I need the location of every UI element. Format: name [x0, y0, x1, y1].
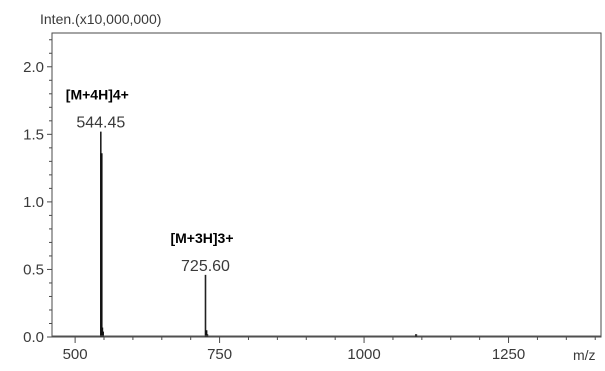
plot-frame	[51, 32, 602, 338]
ion-label: [M+4H]4+	[66, 87, 129, 103]
peak-mz-label: 544.45	[76, 115, 125, 132]
peak-label-group: [M+4H]4+ 544.45 [M+3H]3+ 725.60	[66, 87, 234, 275]
x-axis-unit-label: m/z	[573, 347, 596, 363]
x-tick-label: 1000	[347, 346, 380, 363]
x-tick-label: 750	[207, 346, 232, 363]
y-tick-label: 0.0	[23, 329, 44, 346]
y-tick-label: 1.5	[23, 126, 44, 143]
ion-label: [M+3H]3+	[170, 230, 233, 246]
y-axis: 0.0 0.5 1.0 1.5 2.0	[23, 39, 52, 346]
x-axis: 500 750 1000 1250	[63, 337, 596, 363]
y-tick-label: 2.0	[23, 59, 44, 76]
peak-group	[52, 131, 601, 337]
x-tick-label: 1250	[492, 346, 525, 363]
y-tick-label: 0.5	[23, 261, 44, 278]
y-axis-unit-label: Inten.(x10,000,000)	[40, 11, 161, 27]
peak-mz-label: 725.60	[181, 258, 230, 275]
x-tick-label: 500	[63, 346, 88, 363]
y-tick-label: 1.0	[23, 194, 44, 211]
